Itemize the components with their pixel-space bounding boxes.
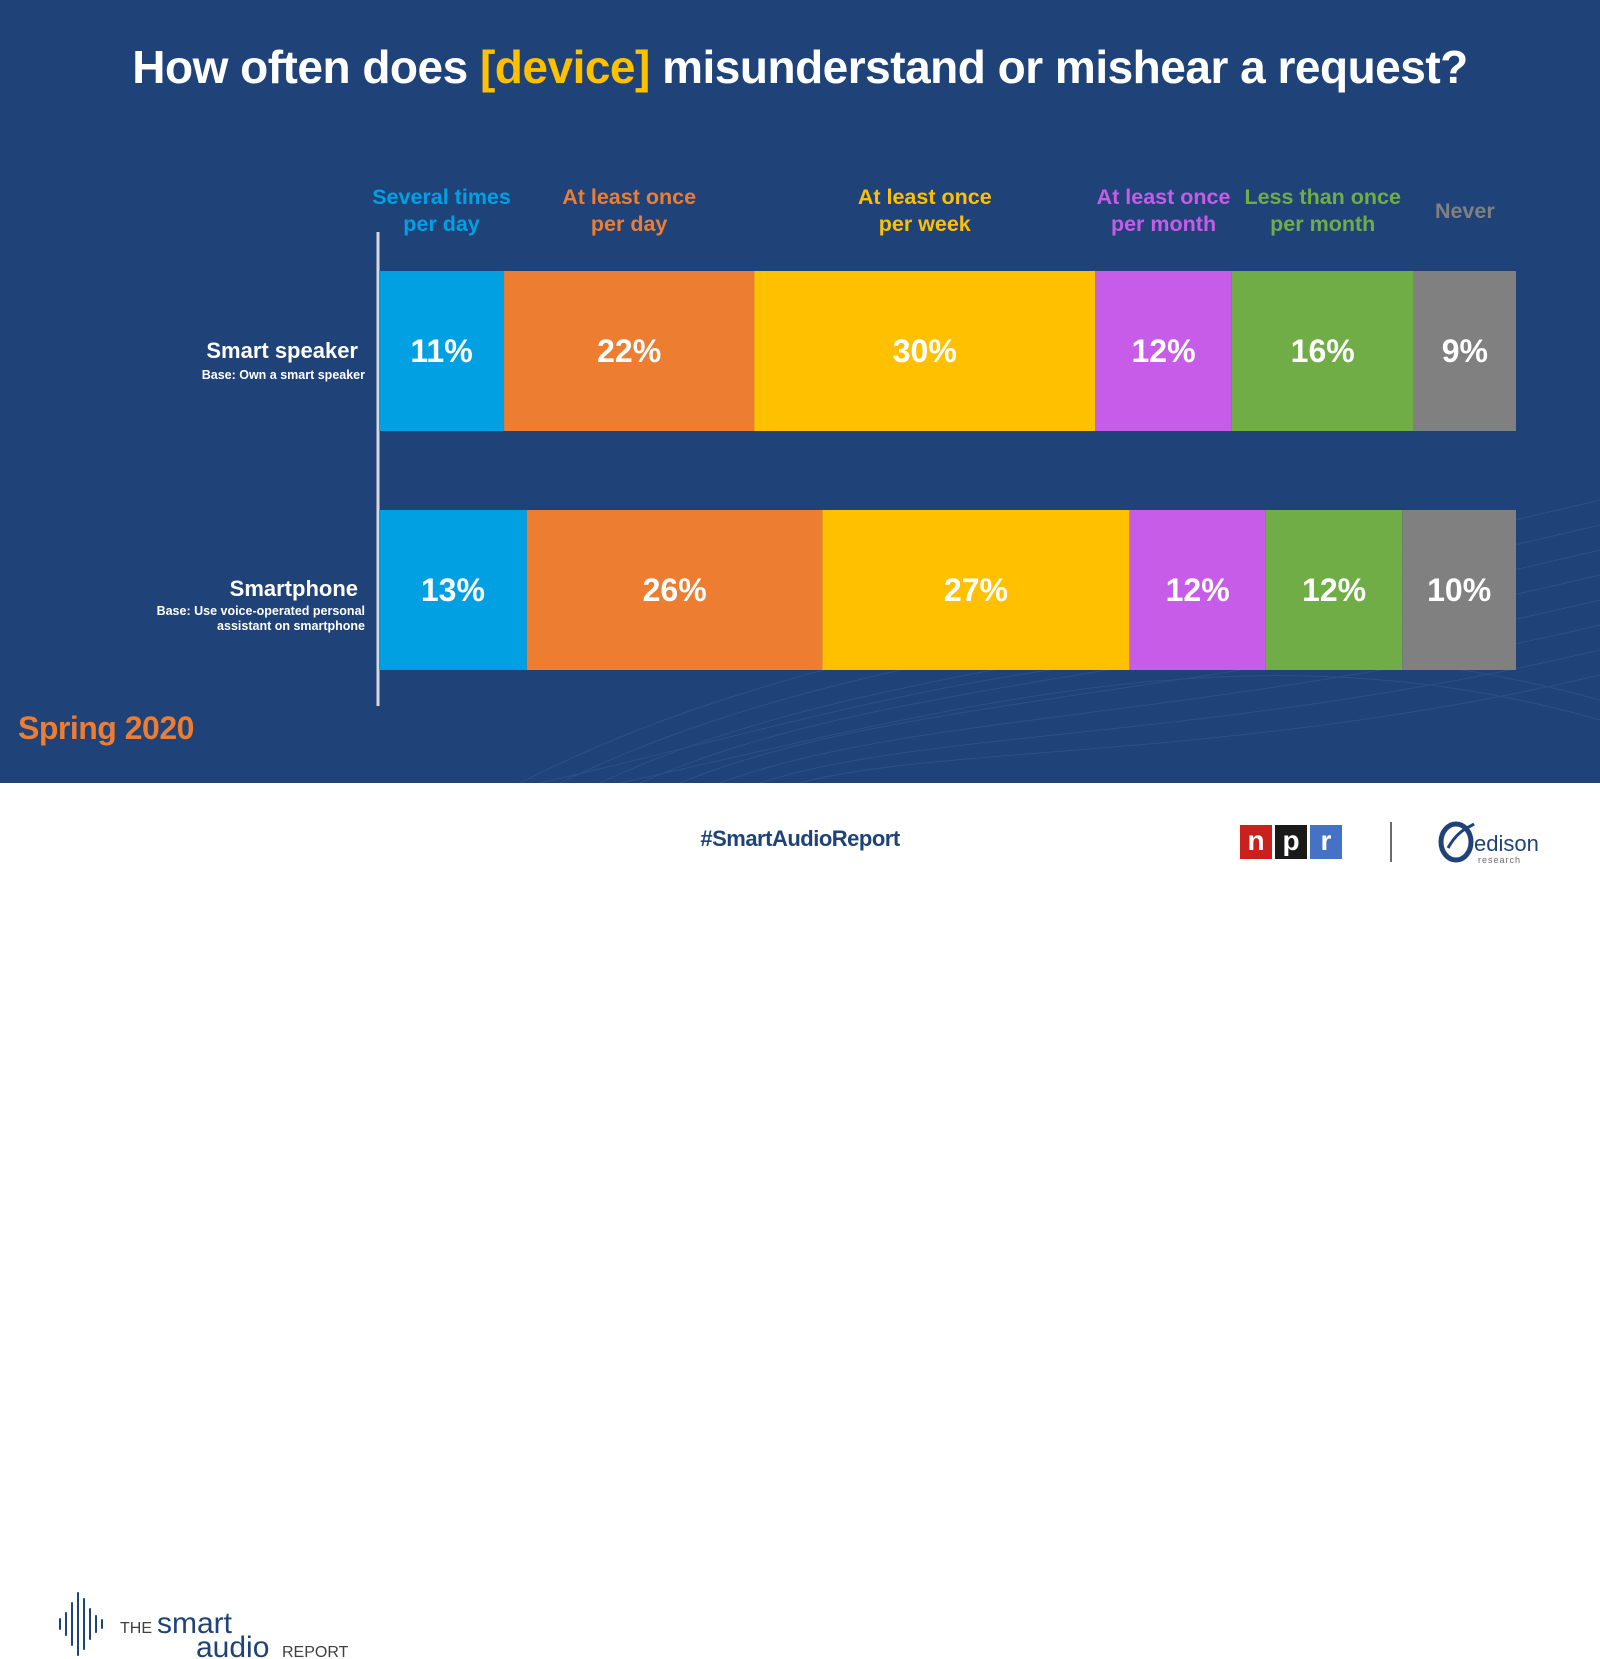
legend-label-never: Never bbox=[1435, 199, 1495, 223]
legend-label-several-times-per-day: Several times per day bbox=[372, 185, 511, 236]
bar-smartphone-less-than-once-per-month bbox=[1265, 510, 1403, 670]
value-label-smart-speaker-at-least-once-per-month: 12% bbox=[1132, 333, 1196, 369]
value-label-smart-speaker-several-times-per-day: 11% bbox=[410, 333, 472, 369]
bar-smart-speaker-never bbox=[1413, 271, 1516, 431]
value-label-smartphone-at-least-once-per-week: 27% bbox=[944, 572, 1008, 608]
value-label-smartphone-at-least-once-per-day: 26% bbox=[643, 572, 707, 608]
logo-text-audio: audio bbox=[196, 1631, 269, 1659]
slide-background: How often does [device] misunderstand or… bbox=[0, 0, 1600, 783]
title-highlight: [device] bbox=[479, 41, 650, 93]
category-label-smartphone: Smartphone bbox=[230, 576, 358, 601]
bar-smart-speaker-less-than-once-per-month bbox=[1231, 271, 1414, 431]
npr-letter-n: n bbox=[1240, 825, 1272, 859]
bar-smartphone-at-least-once-per-day bbox=[526, 510, 823, 670]
hashtag-label: #SmartAudioReport bbox=[700, 826, 900, 851]
bar-smartphone-never bbox=[1402, 510, 1516, 670]
category-base-smart-speaker: Base: Own a smart speaker bbox=[202, 368, 365, 382]
chart-legend: Several times per day At least once per day… bbox=[372, 185, 1495, 236]
bar-smart-speaker-at-least-once-per-day bbox=[504, 271, 755, 431]
logo-text-the: THE bbox=[120, 1620, 152, 1637]
value-label-smartphone-at-least-once-per-month: 12% bbox=[1166, 572, 1230, 608]
npr-logo: n p r bbox=[1240, 825, 1342, 859]
smart-audio-report-logo: THE smart audio REPORT bbox=[59, 1592, 349, 1659]
bar-smart-speaker-several-times-per-day bbox=[379, 271, 505, 431]
chart-rows: 11% 22% 30% 12% 16% 9% Smart speaker Base: Own … bbox=[157, 271, 1516, 670]
title-part-1: How often does bbox=[132, 41, 480, 93]
edison-subtext: research bbox=[1478, 855, 1521, 865]
value-label-smartphone-never: 10% bbox=[1427, 572, 1491, 608]
logo-text-report: REPORT bbox=[282, 1644, 349, 1659]
footer-divider bbox=[1390, 822, 1392, 862]
legend-label-at-least-once-per-week: At least once per week bbox=[858, 185, 992, 236]
bar-smartphone-at-least-once-per-week bbox=[822, 510, 1130, 670]
category-base-smartphone: Base: Use voice-operated personal assista… bbox=[157, 604, 365, 633]
legend-label-less-than-once-per-month: Less than once per month bbox=[1244, 185, 1401, 236]
legend-label-at-least-once-per-day: At least once per day bbox=[562, 185, 696, 236]
edison-research-logo: edison research bbox=[1438, 821, 1539, 865]
edison-text: edison bbox=[1474, 831, 1539, 856]
value-label-smart-speaker-less-than-once-per-month: 16% bbox=[1291, 333, 1355, 369]
page-title: How often does [device] misunderstand or… bbox=[0, 40, 1600, 94]
value-label-smart-speaker-never: 9% bbox=[1442, 333, 1488, 369]
npr-letter-r: r bbox=[1310, 825, 1342, 859]
season-label: Spring 2020 bbox=[18, 710, 194, 746]
title-part-2: misunderstand or mishear a request? bbox=[649, 41, 1468, 93]
bar-smart-speaker-at-least-once-per-week bbox=[754, 271, 1096, 431]
value-label-smart-speaker-at-least-once-per-day: 22% bbox=[597, 333, 661, 369]
legend-label-at-least-once-per-month: At least once per month bbox=[1097, 185, 1231, 236]
npr-letter-p: p bbox=[1275, 825, 1307, 859]
value-label-smartphone-several-times-per-day: 13% bbox=[421, 572, 485, 608]
category-label-smart-speaker: Smart speaker bbox=[206, 338, 358, 363]
value-label-smartphone-less-than-once-per-month: 12% bbox=[1302, 572, 1366, 608]
bar-smartphone-at-least-once-per-month bbox=[1129, 510, 1266, 670]
bar-smartphone-several-times-per-day bbox=[379, 510, 527, 670]
stacked-bar-chart: Several times per day At least once per day… bbox=[157, 185, 1516, 706]
value-label-smart-speaker-at-least-once-per-week: 30% bbox=[893, 333, 957, 369]
bar-smart-speaker-at-least-once-per-month bbox=[1095, 271, 1232, 431]
